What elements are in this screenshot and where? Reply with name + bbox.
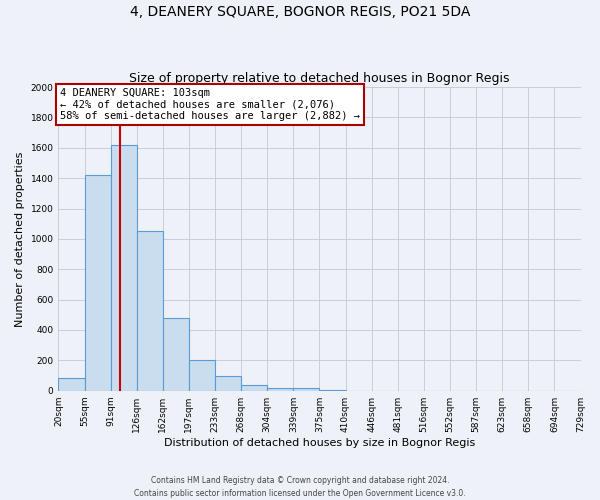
Text: 4, DEANERY SQUARE, BOGNOR REGIS, PO21 5DA: 4, DEANERY SQUARE, BOGNOR REGIS, PO21 5D… — [130, 5, 470, 19]
Title: Size of property relative to detached houses in Bognor Regis: Size of property relative to detached ho… — [129, 72, 510, 85]
Bar — [85, 175, 110, 390]
Bar — [137, 232, 163, 390]
Bar — [110, 144, 137, 390]
Bar — [215, 376, 241, 390]
X-axis label: Distribution of detached houses by size in Bognor Regis: Distribution of detached houses by size … — [164, 438, 475, 448]
Bar — [58, 378, 85, 390]
Y-axis label: Number of detached properties: Number of detached properties — [15, 151, 25, 326]
Bar — [293, 388, 319, 390]
Bar — [163, 318, 189, 390]
Text: 4 DEANERY SQUARE: 103sqm
← 42% of detached houses are smaller (2,076)
58% of sem: 4 DEANERY SQUARE: 103sqm ← 42% of detach… — [60, 88, 360, 121]
Bar — [267, 388, 293, 390]
Bar — [189, 360, 215, 390]
Bar — [241, 386, 267, 390]
Text: Contains HM Land Registry data © Crown copyright and database right 2024.
Contai: Contains HM Land Registry data © Crown c… — [134, 476, 466, 498]
